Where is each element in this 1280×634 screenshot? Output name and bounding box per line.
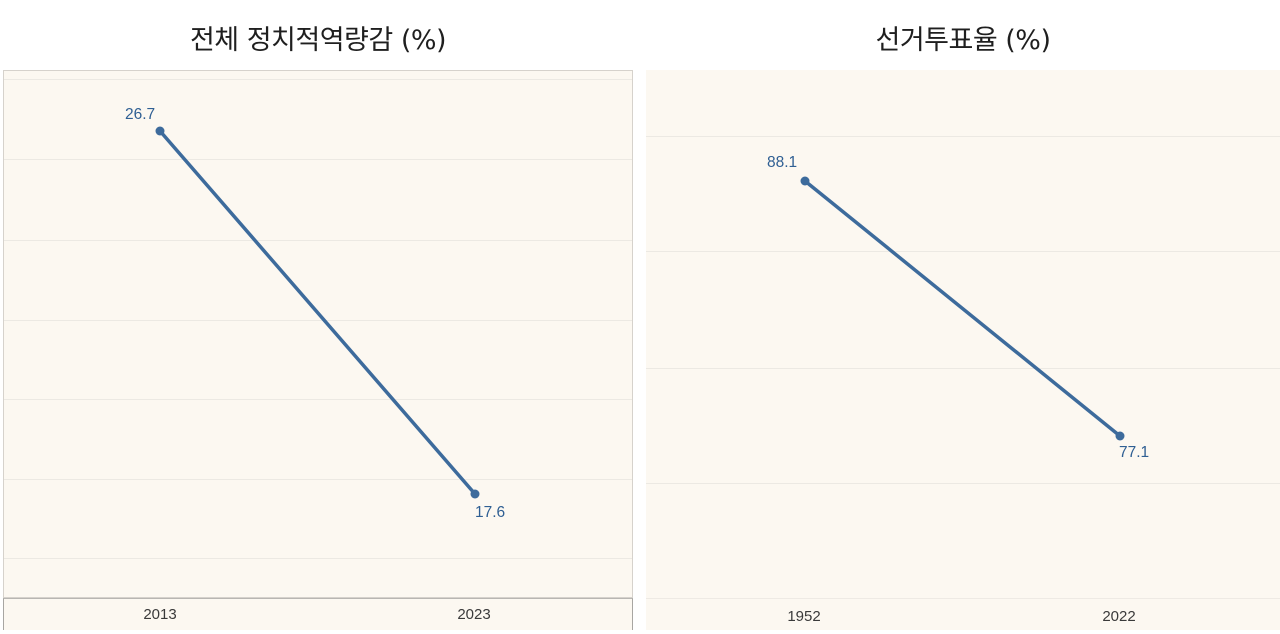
left-gridline — [4, 479, 632, 480]
left-chart-title: 전체 정치적역량감 (%) — [189, 25, 447, 56]
left-x-tick-2013: 2013 — [143, 606, 177, 623]
right-gridline — [646, 483, 1280, 484]
left-gridline — [4, 159, 632, 160]
left-gridline — [4, 558, 632, 559]
left-x-axis — [3, 598, 633, 630]
left-x-tick-2023: 2023 — [457, 606, 491, 623]
right-chart-plot-area — [646, 70, 1280, 598]
right-x-tick-1952: 1952 — [787, 608, 821, 625]
left-gridline — [4, 240, 632, 241]
left-gridline — [4, 399, 632, 400]
right-gridline — [646, 368, 1280, 369]
left-data-label-2013: 26.7 — [125, 106, 156, 123]
right-x-axis — [646, 598, 1280, 630]
left-gridline — [4, 79, 632, 80]
right-chart-title: 선거투표율 (%) — [875, 25, 1051, 56]
right-gridline — [646, 136, 1280, 137]
right-data-label-2022: 77.1 — [1119, 444, 1150, 461]
right-x-tick-2022: 2022 — [1102, 608, 1136, 625]
right-gridline — [646, 251, 1280, 252]
right-data-label-1952: 88.1 — [767, 154, 798, 171]
left-data-label-2023: 17.6 — [475, 504, 506, 521]
left-gridline — [4, 320, 632, 321]
left-chart-plot-area — [3, 70, 633, 598]
